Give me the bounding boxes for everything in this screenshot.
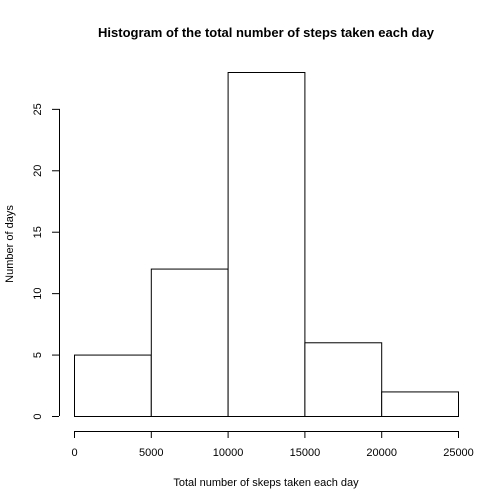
bars-group [74,72,460,418]
y-tick-label-2: 10 [32,288,44,300]
histogram-bar-1 [150,268,229,418]
y-tick-label-3: 15 [32,226,44,238]
x-tick-label-0: 0 [71,447,77,459]
x-axis: 0 5000 10000 15000 20000 25000 [71,431,474,459]
y-tick-label-0: 0 [32,413,44,419]
y-tick-label-5: 25 [32,103,44,115]
y-axis-label: Number of days [4,205,16,283]
y-tick-label-1: 5 [32,352,44,358]
y-axis: 0 5 10 15 20 25 [32,103,60,420]
histogram-bar-2 [227,72,306,417]
histogram-bar-3 [304,342,383,417]
x-tick-label-2: 10000 [213,447,244,459]
x-axis-label: Total number of skeps taken each day [173,477,359,489]
histogram-bar-0 [74,354,152,418]
histogram-bar-4 [381,391,460,417]
x-tick-label-4: 20000 [366,447,397,459]
y-tick-label-4: 20 [32,165,44,177]
x-tick-label-5: 25000 [443,447,474,459]
chart-title: Histogram of the total number of steps t… [98,25,435,40]
x-tick-label-1: 5000 [139,447,163,459]
x-tick-label-3: 15000 [290,447,321,459]
